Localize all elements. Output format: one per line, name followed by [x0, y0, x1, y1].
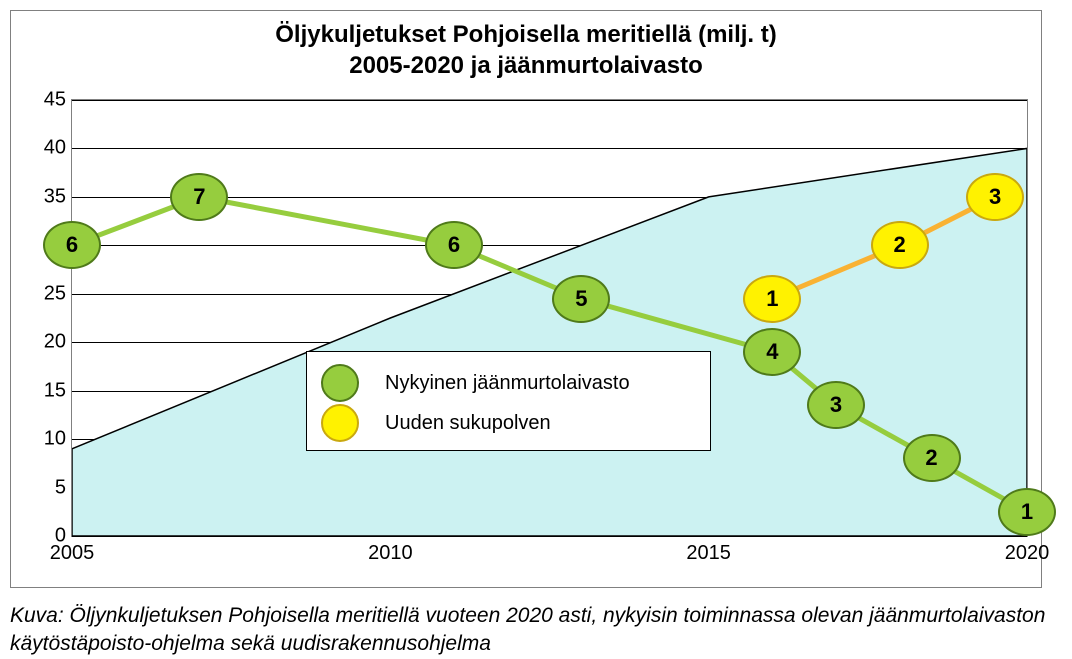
- y-tick-label: 20: [44, 331, 66, 354]
- legend-marker-icon: [321, 404, 359, 442]
- chart-title: Öljykuljetukset Pohjoisella meritiellä (…: [11, 19, 1041, 81]
- marker-current-fleet: 7: [170, 173, 228, 221]
- plot-area: 0510152025303540452005201020152020676543…: [71, 99, 1028, 537]
- y-tick-label: 35: [44, 185, 66, 208]
- y-tick-label: 15: [44, 379, 66, 402]
- marker-current-fleet: 4: [743, 328, 801, 376]
- legend-row-new-gen: Uuden sukupolven: [321, 404, 696, 442]
- y-tick-label: 25: [44, 282, 66, 305]
- marker-current-fleet: 6: [425, 221, 483, 269]
- marker-current-fleet: 2: [903, 434, 961, 482]
- marker-current-fleet: 1: [998, 488, 1056, 536]
- legend-label: Nykyinen jäänmurtolaivasto: [385, 372, 630, 395]
- gridline: [72, 536, 1027, 537]
- legend-label: Uuden sukupolven: [385, 412, 551, 435]
- x-tick-label: 2015: [686, 542, 731, 565]
- y-tick-label: 5: [55, 476, 66, 499]
- chart-title-line2: 2005-2020 ja jäänmurtolaivasto: [11, 50, 1041, 81]
- legend-row-current-fleet: Nykyinen jäänmurtolaivasto: [321, 364, 696, 402]
- marker-new-gen: 2: [871, 221, 929, 269]
- figure-caption: Kuva: Öljynkuljetuksen Pohjoisella merit…: [10, 602, 1062, 659]
- x-tick-label: 2005: [50, 542, 95, 565]
- marker-new-gen: 3: [966, 173, 1024, 221]
- legend: Nykyinen jäänmurtolaivasto Uuden sukupolv…: [306, 351, 711, 451]
- y-tick-label: 40: [44, 137, 66, 160]
- y-tick-label: 45: [44, 89, 66, 112]
- marker-current-fleet: 6: [43, 221, 101, 269]
- area-series-oil-transport: [72, 100, 1027, 536]
- x-tick-label: 2010: [368, 542, 413, 565]
- marker-new-gen: 1: [743, 275, 801, 323]
- x-tick-label: 2020: [1005, 542, 1050, 565]
- marker-current-fleet: 3: [807, 381, 865, 429]
- chart-frame: Öljykuljetukset Pohjoisella meritiellä (…: [10, 10, 1042, 588]
- y-tick-label: 10: [44, 428, 66, 451]
- chart-title-line1: Öljykuljetukset Pohjoisella meritiellä (…: [11, 19, 1041, 50]
- marker-current-fleet: 5: [552, 275, 610, 323]
- legend-marker-icon: [321, 364, 359, 402]
